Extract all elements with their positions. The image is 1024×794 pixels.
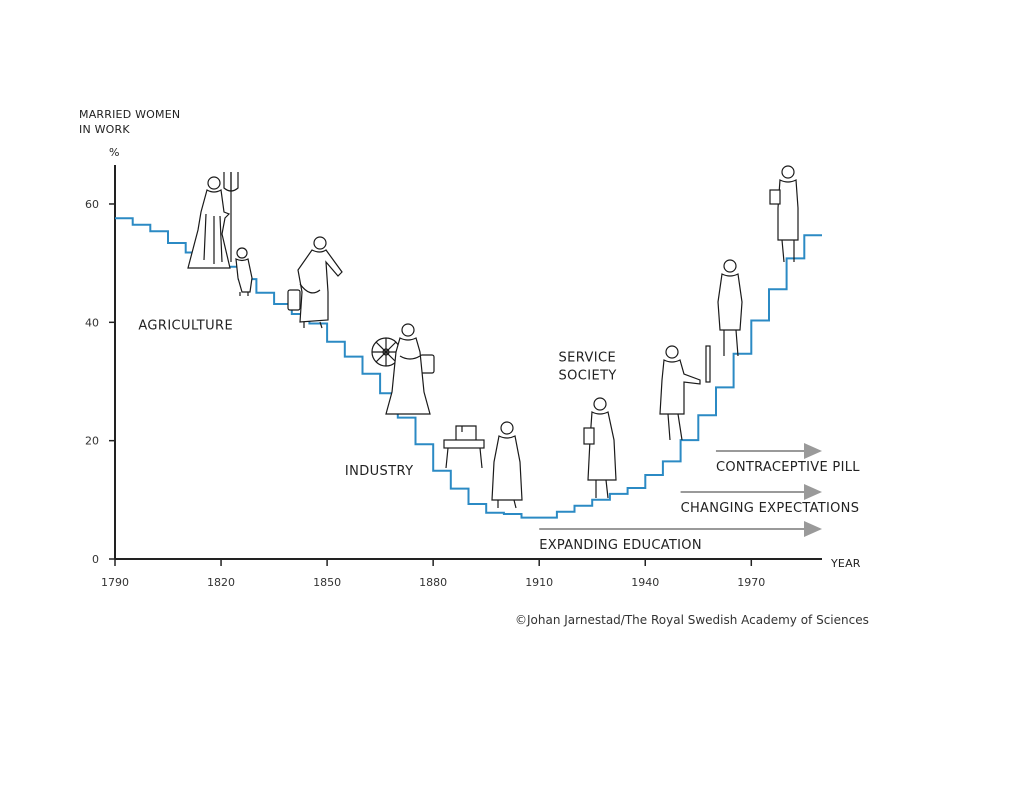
x-tick-label-1940: 1940 bbox=[631, 576, 659, 589]
x-tick-label-1850: 1850 bbox=[313, 576, 341, 589]
x-tick-label-1790: 1790 bbox=[101, 576, 129, 589]
y-axis-unit: % bbox=[109, 146, 120, 159]
image-credit: ©Johan Jarnestad/The Royal Swedish Acade… bbox=[515, 613, 869, 627]
x-tick-label-1970: 1970 bbox=[737, 576, 765, 589]
x-tick-label-1910: 1910 bbox=[525, 576, 553, 589]
y-axis-label-line-2: IN WORK bbox=[79, 123, 130, 136]
annotation-industry: INDUSTRY bbox=[345, 464, 414, 479]
annotation-service-line-1: SERVICE bbox=[558, 351, 616, 366]
x-tick-label-1880: 1880 bbox=[419, 576, 447, 589]
spinning-wheel-woman-figure bbox=[371, 323, 435, 415]
office-woman-figure bbox=[583, 397, 617, 499]
agriculture-woman-figure bbox=[187, 172, 253, 296]
y-tick-label-0: 0 bbox=[92, 553, 99, 566]
trend-label-0: CONTRACEPTIVE PILL bbox=[716, 460, 860, 475]
teacher-woman-figure bbox=[659, 345, 711, 441]
x-axis-label: YEAR bbox=[830, 557, 861, 570]
business-woman-figure bbox=[717, 259, 743, 357]
y-tick-label-60: 60 bbox=[85, 198, 99, 211]
modern-woman-figure bbox=[769, 165, 799, 263]
sewing-woman-figure bbox=[443, 421, 523, 509]
y-tick-label-40: 40 bbox=[85, 316, 99, 329]
trend-label-1: CHANGING EXPECTATIONS bbox=[681, 501, 860, 516]
y-axis-label-line-1: MARRIED WOMEN bbox=[79, 108, 180, 121]
trend-label-2: EXPANDING EDUCATION bbox=[539, 538, 702, 553]
x-tick-label-1820: 1820 bbox=[207, 576, 235, 589]
farm-woman-basket-figure bbox=[287, 236, 343, 329]
annotation-agriculture: AGRICULTURE bbox=[138, 319, 233, 334]
annotation-service-line-2: SOCIETY bbox=[558, 369, 616, 384]
y-tick-label-20: 20 bbox=[85, 435, 99, 448]
